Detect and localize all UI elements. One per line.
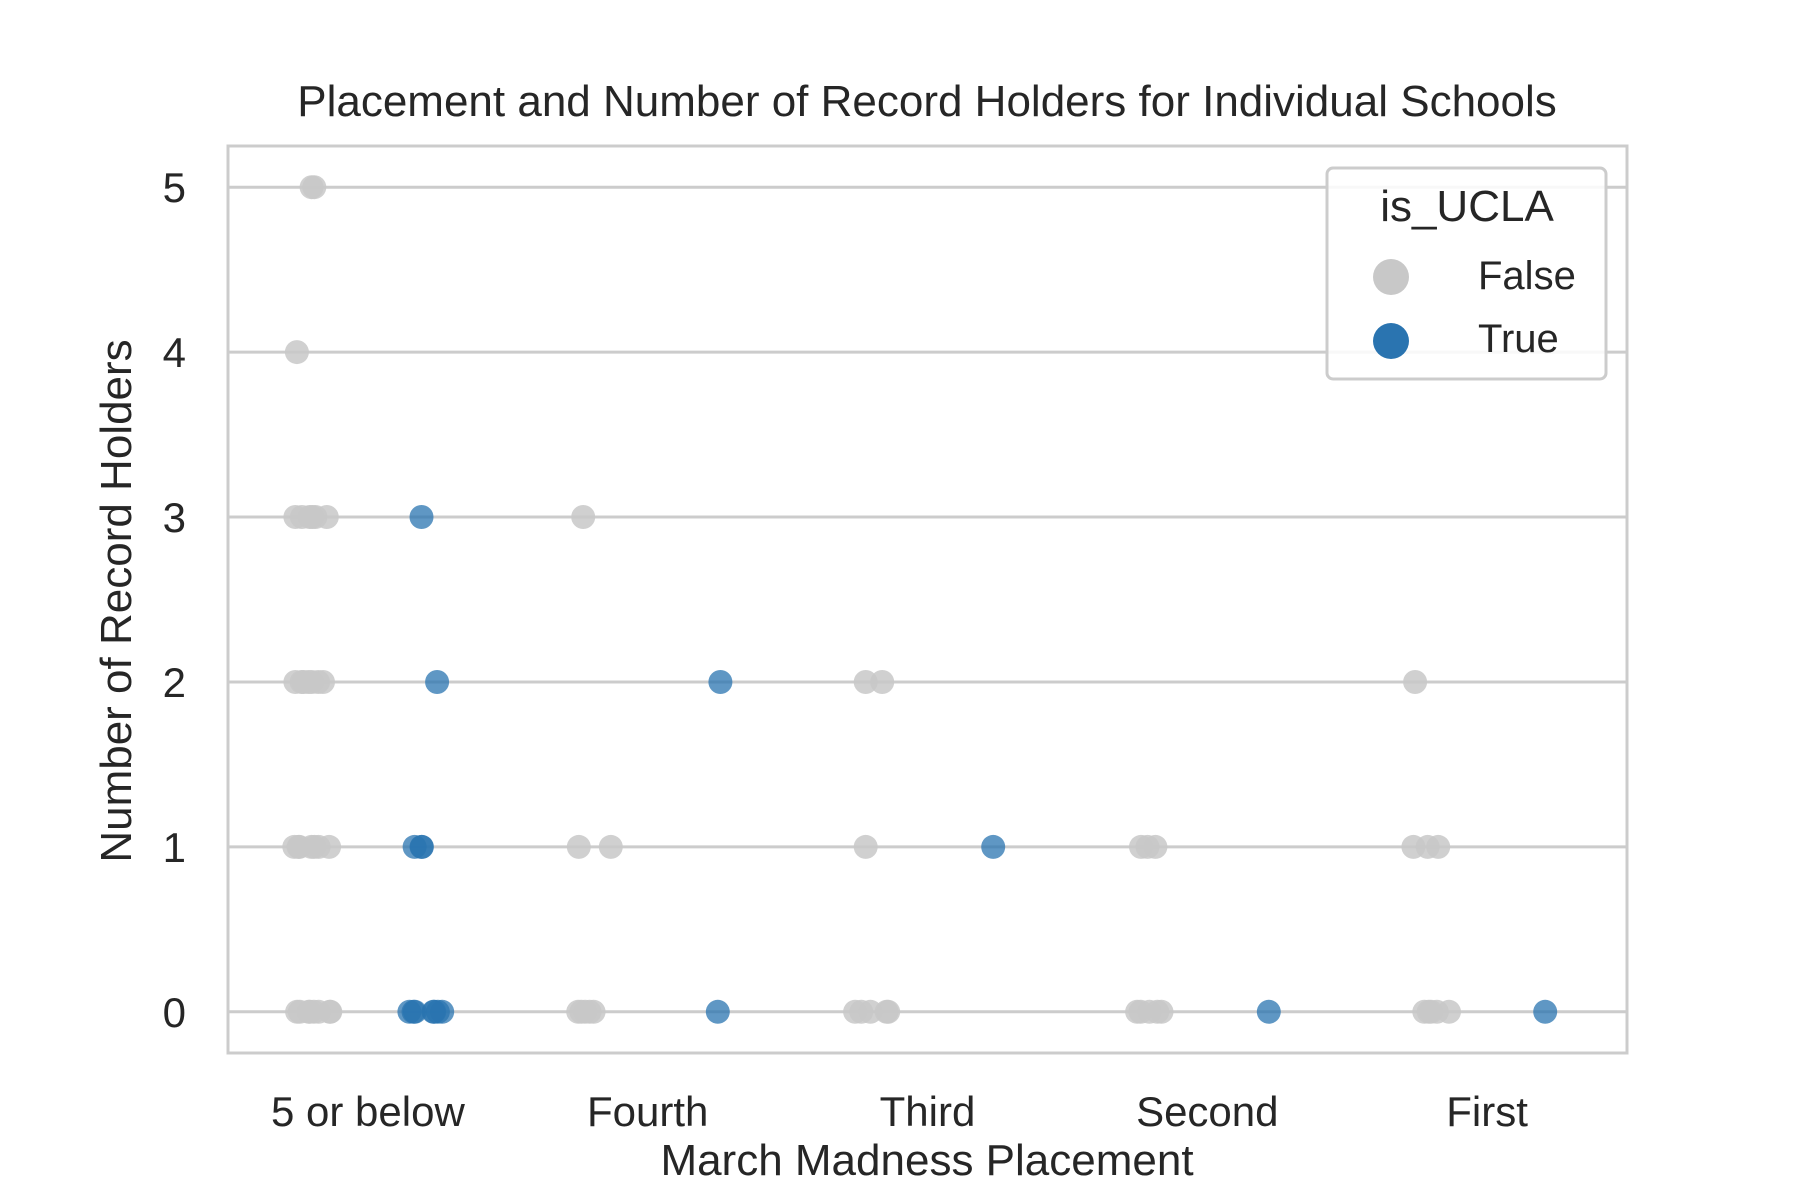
data-point-false [858, 999, 883, 1024]
x-tick-label: First [1446, 1088, 1528, 1135]
y-tick-label: 2 [163, 659, 186, 706]
data-point-false [306, 999, 331, 1024]
data-point-true [402, 834, 427, 859]
y-tick-labels: 0 1 2 3 4 5 [163, 164, 186, 1036]
data-point-false [303, 505, 328, 529]
data-point-false [853, 834, 878, 859]
data-point-true [409, 505, 434, 529]
data-point-false [1419, 999, 1443, 1024]
plot-area-frame [226, 144, 1629, 1055]
data-point-true [425, 670, 450, 694]
y-tick-label: 3 [163, 494, 186, 541]
x-tick-labels: 5 or below Fourth Third Second First [271, 1088, 1528, 1135]
legend-label-false: False [1478, 254, 1576, 298]
data-point-false [317, 834, 342, 859]
chart-title: Placement and Number of Record Holders f… [297, 77, 1557, 126]
data-point-false [283, 505, 308, 529]
x-tick-label: Second [1136, 1088, 1278, 1135]
data-point-false [1135, 834, 1160, 859]
x-tick-label: 5 or below [271, 1088, 465, 1135]
y-tick-label: 4 [163, 329, 186, 376]
data-point-false [870, 670, 895, 694]
legend-label-true: True [1478, 317, 1559, 361]
data-point-true [705, 999, 730, 1024]
data-point-true [708, 670, 733, 694]
y-tick-label: 5 [163, 164, 186, 211]
data-point-false [598, 834, 623, 859]
data-point-true [1533, 999, 1558, 1024]
data-points [282, 175, 1558, 1024]
data-point-false [1437, 999, 1461, 1024]
x-tick-label: Fourth [587, 1088, 708, 1135]
x-tick-label: Third [880, 1088, 976, 1135]
data-point-false [566, 834, 591, 859]
legend-title: is_UCLA [1380, 182, 1554, 231]
data-point-true [430, 999, 455, 1024]
x-axis-label: March Madness Placement [660, 1136, 1193, 1185]
data-point-false [284, 340, 309, 365]
data-point-false [853, 670, 878, 694]
data-point-false [1137, 999, 1162, 1024]
data-point-false [571, 505, 596, 529]
data-point-false [289, 670, 314, 694]
data-point-false [282, 834, 307, 859]
legend: is_UCLA False True [1325, 166, 1608, 381]
legend-marker-true [1373, 323, 1409, 359]
y-axis-label: Number of Record Holders [92, 339, 141, 862]
data-point-true [1256, 999, 1281, 1024]
y-tick-label: 1 [163, 824, 186, 871]
data-point-false [566, 999, 591, 1024]
data-point-false [1426, 834, 1451, 859]
y-tick-label: 0 [163, 989, 186, 1036]
data-point-false [1403, 670, 1428, 694]
data-point-true [402, 999, 427, 1024]
data-point-true [981, 834, 1006, 859]
data-point-false [302, 175, 327, 200]
legend-marker-false [1373, 259, 1409, 295]
